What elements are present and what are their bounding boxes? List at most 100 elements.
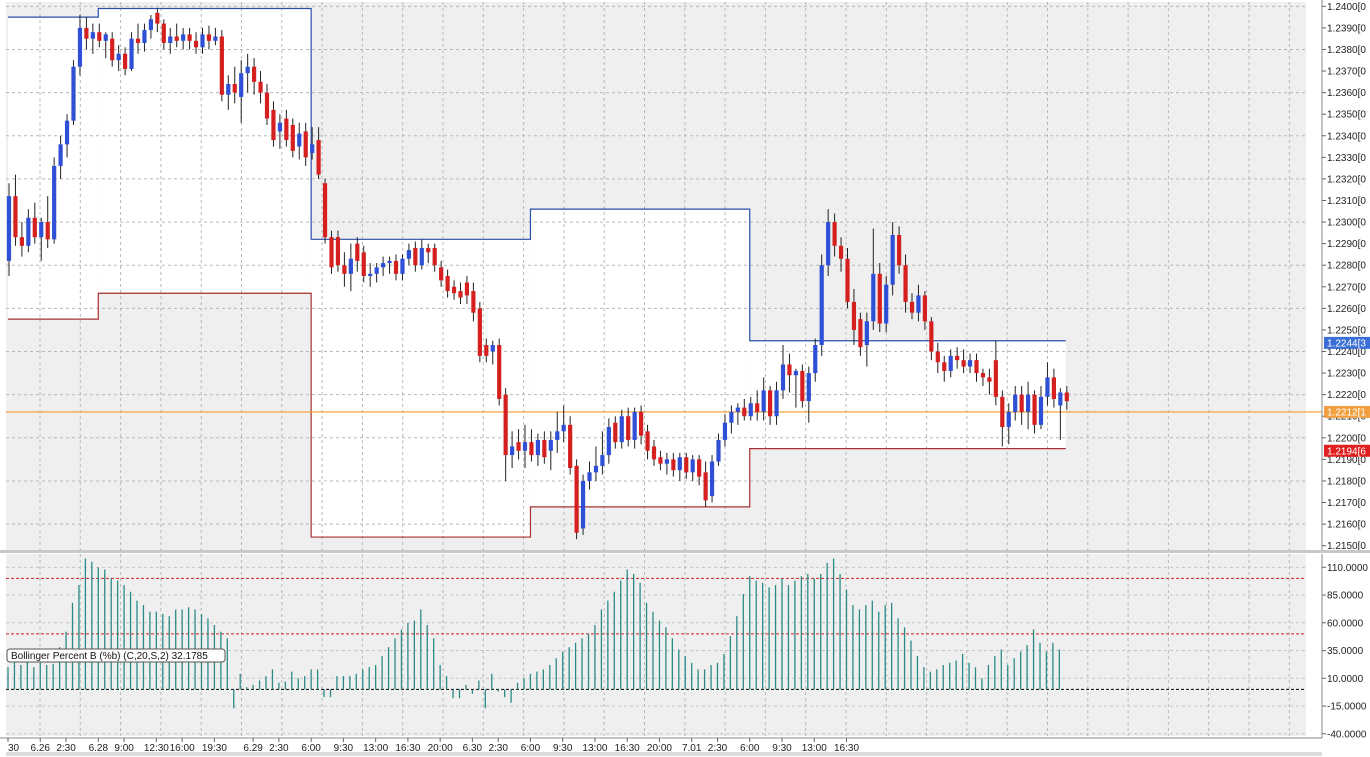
candle-body[interactable] [793, 370, 798, 376]
candle-body[interactable] [748, 403, 753, 417]
candle-body[interactable] [19, 237, 24, 246]
candle-body[interactable] [239, 73, 244, 97]
candle-body[interactable] [980, 373, 986, 378]
candle-body[interactable] [948, 355, 953, 371]
candle-body[interactable] [1000, 396, 1005, 428]
candle-body[interactable] [406, 250, 411, 259]
candle-body[interactable] [1045, 377, 1050, 397]
candle-body[interactable] [77, 27, 83, 67]
panel-separator[interactable] [0, 550, 1370, 553]
candle-body[interactable] [277, 122, 282, 132]
candle-body[interactable] [813, 345, 818, 374]
candle-body[interactable] [168, 36, 173, 43]
candle-body[interactable] [987, 377, 992, 382]
candle-body[interactable] [561, 424, 566, 432]
candle-body[interactable] [606, 427, 611, 456]
candle-body[interactable] [761, 390, 766, 412]
candle-body[interactable] [806, 373, 811, 402]
candle-body[interactable] [826, 222, 831, 266]
candle-body[interactable] [103, 34, 108, 41]
candle-body[interactable] [1038, 396, 1044, 425]
candle-body[interactable] [26, 217, 31, 246]
candle-body[interactable] [213, 36, 218, 41]
candle-body[interactable] [374, 267, 379, 274]
candle-body[interactable] [787, 364, 792, 376]
candle-body[interactable] [45, 222, 50, 240]
candle-body[interactable] [522, 442, 528, 451]
candle-body[interactable] [381, 263, 386, 268]
candle-body[interactable] [903, 265, 908, 302]
candle-body[interactable] [742, 407, 747, 417]
candle-body[interactable] [181, 34, 186, 41]
price-panel[interactable] [6, 2, 1322, 550]
candle-body[interactable] [32, 217, 37, 238]
candle-body[interactable] [974, 360, 979, 374]
candle-body[interactable] [135, 38, 141, 43]
candle-body[interactable] [110, 38, 115, 61]
candle-body[interactable] [400, 258, 405, 274]
candle-body[interactable] [851, 301, 857, 330]
candle-body[interactable] [677, 457, 682, 471]
candle-body[interactable] [955, 355, 960, 361]
candle-body[interactable] [703, 472, 708, 501]
candle-body[interactable] [838, 245, 844, 259]
candle-body[interactable] [252, 66, 257, 82]
candle-body[interactable] [161, 23, 166, 43]
candle-body[interactable] [1032, 394, 1037, 425]
candle-body[interactable] [587, 472, 592, 481]
candle-body[interactable] [342, 265, 347, 274]
candle-body[interactable] [729, 411, 734, 423]
candle-body[interactable] [445, 276, 450, 292]
candle-body[interactable] [664, 459, 669, 464]
candle-body[interactable] [361, 252, 366, 276]
candle-body[interactable] [722, 422, 728, 440]
candle-body[interactable] [284, 118, 289, 141]
candle-body[interactable] [116, 53, 121, 61]
candle-body[interactable] [916, 295, 921, 313]
candle-body[interactable] [1013, 394, 1018, 412]
candle-body[interactable] [632, 411, 637, 440]
candle-body[interactable] [232, 83, 237, 93]
candle-body[interactable] [142, 30, 147, 43]
candle-body[interactable] [897, 235, 902, 266]
indicator-panel[interactable]: Bollinger Percent B (%b) (C,20,S,2) 32.1… [6, 554, 1306, 736]
candle-body[interactable] [613, 422, 618, 443]
candle-body[interactable] [1026, 394, 1031, 412]
candle-body[interactable] [219, 36, 224, 95]
candle-body[interactable] [206, 34, 212, 41]
candle-body[interactable] [967, 360, 973, 367]
candle-body[interactable] [155, 12, 160, 24]
candle-body[interactable] [819, 265, 824, 346]
candle-body[interactable] [542, 439, 547, 458]
candle-body[interactable] [497, 345, 502, 399]
candle-body[interactable] [832, 222, 837, 246]
candle-body[interactable] [768, 390, 773, 417]
candle-body[interactable] [1064, 392, 1069, 402]
candle-body[interactable] [226, 83, 231, 95]
candle-body[interactable] [387, 260, 392, 264]
candle-body[interactable] [716, 439, 721, 462]
candle-body[interactable] [568, 424, 573, 469]
candle-body[interactable] [845, 258, 850, 302]
candle-body[interactable] [264, 92, 270, 119]
candle-body[interactable] [961, 360, 966, 367]
candle-body[interactable] [600, 455, 605, 466]
horizontal-scrollbar[interactable] [6, 752, 1322, 756]
candle-body[interactable] [1006, 411, 1011, 428]
candle-body[interactable] [1019, 394, 1024, 412]
candle-body[interactable] [555, 431, 560, 440]
candle-body[interactable] [658, 457, 663, 464]
candle-body[interactable] [439, 267, 444, 281]
candle-body[interactable] [929, 321, 934, 352]
candle-body[interactable] [258, 81, 263, 93]
candle-body[interactable] [639, 411, 644, 436]
candle-body[interactable] [626, 416, 631, 440]
candle-body[interactable] [510, 446, 515, 456]
candle-body[interactable] [193, 40, 199, 48]
candle-body[interactable] [271, 109, 276, 141]
candle-body[interactable] [297, 133, 302, 147]
candle-body[interactable] [13, 196, 18, 238]
candle-body[interactable] [148, 19, 153, 31]
candle-body[interactable] [484, 345, 489, 356]
candle-body[interactable] [697, 459, 702, 477]
